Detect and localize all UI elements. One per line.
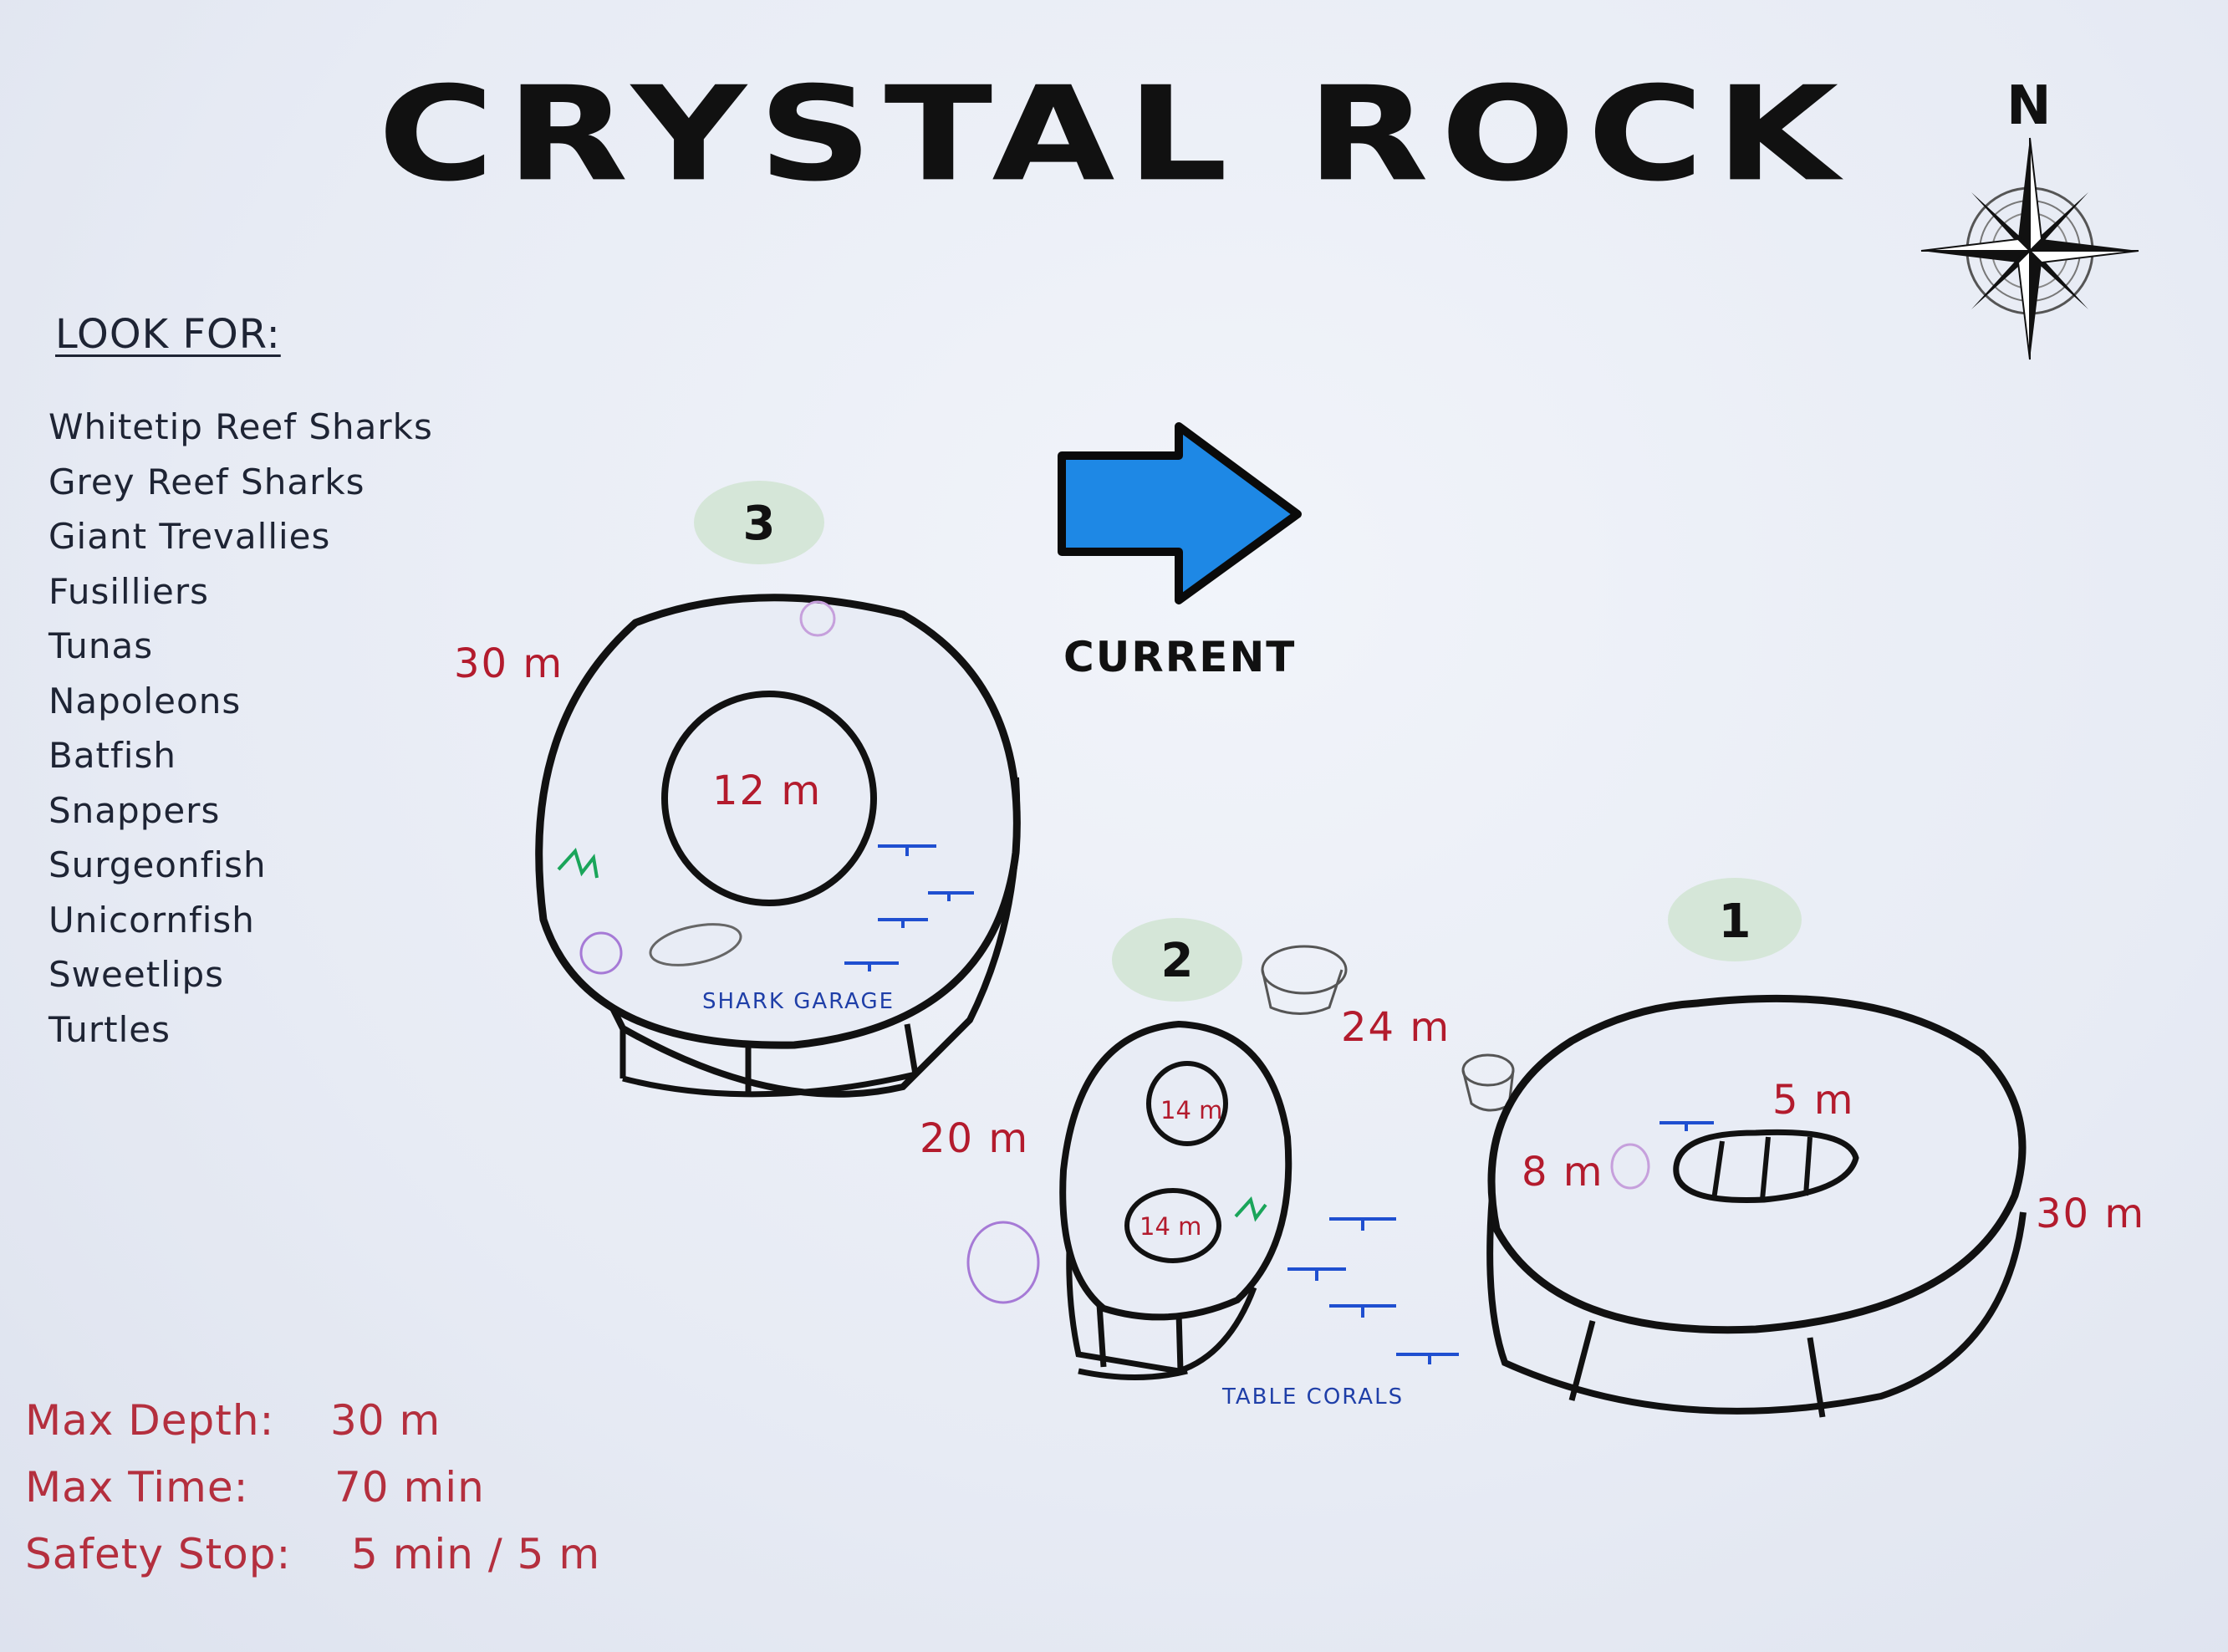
site-2-outer-depth: 20 m [920, 1115, 1029, 1162]
species-item: Fusilliers [48, 570, 210, 612]
species-item: Turtles [48, 1008, 171, 1050]
site-1-outer-depth: 30 m [2036, 1191, 2145, 1237]
site-number: 1 [1719, 895, 1751, 949]
site-badge [1112, 918, 1242, 1002]
species-item: Tunas [48, 625, 154, 666]
north-label: N [2006, 75, 2052, 137]
dive-site-3: 3 12 m 30 m SHARK GARAGE [454, 481, 1021, 1098]
safety-stop-value: 5 min / 5 m [351, 1530, 601, 1578]
max-depth-label: Max Depth: [25, 1396, 275, 1445]
site-number: 2 [1161, 934, 1194, 988]
species-item: Batfish [48, 735, 176, 776]
species-item: Giant Trevallies [48, 516, 331, 557]
safety-stop-label: Safety Stop: [25, 1530, 292, 1578]
species-item: Unicornfish [48, 899, 255, 941]
species-item: Napoleons [48, 680, 242, 721]
site-2-lower-depth: 14 m [1139, 1212, 1201, 1241]
table-corals-label: TABLE CORALS [1221, 1384, 1404, 1410]
current-label: CURRENT [1063, 633, 1296, 681]
site-badge [694, 481, 824, 564]
species-item: Snappers [48, 789, 221, 831]
max-depth-value: 30 m [330, 1396, 441, 1445]
site-1-side-depth: 8 m [1522, 1149, 1604, 1196]
species-item: Whitetip Reef Sharks [48, 406, 433, 447]
dive-site-2: 2 14 m 14 m 20 m [920, 918, 1292, 1380]
current-arrow-icon [1058, 422, 1302, 604]
species-list: Whitetip Reef Sharks Grey Reef Sharks Gi… [48, 400, 433, 1057]
map-title: CRYSTAL ROCK [377, 59, 1851, 211]
species-item: Grey Reef Sharks [48, 461, 365, 502]
site-3-inner-depth: 12 m [712, 767, 822, 814]
dive-site-1: 1 5 m 8 m 30 m [1486, 878, 2145, 1418]
site-1-inner-depth: 5 m [1772, 1077, 1855, 1124]
look-for-heading: LOOK FOR: [55, 311, 281, 358]
site-badge [1668, 878, 1802, 961]
species-item: Surgeonfish [48, 844, 267, 885]
site-number: 3 [743, 497, 776, 551]
site-2-upper-depth: 14 m [1160, 1096, 1222, 1124]
between-sites-depth: 24 m [1341, 1004, 1450, 1051]
shark-garage-label: SHARK GARAGE [702, 989, 895, 1014]
max-time-value: 70 min [334, 1463, 485, 1512]
max-time-label: Max Time: [25, 1463, 249, 1512]
site-3-outer-depth: 30 m [454, 640, 563, 687]
compass-rose-icon [1920, 137, 2139, 360]
species-item: Sweetlips [48, 954, 225, 995]
table-corals [1287, 1217, 1459, 1364]
